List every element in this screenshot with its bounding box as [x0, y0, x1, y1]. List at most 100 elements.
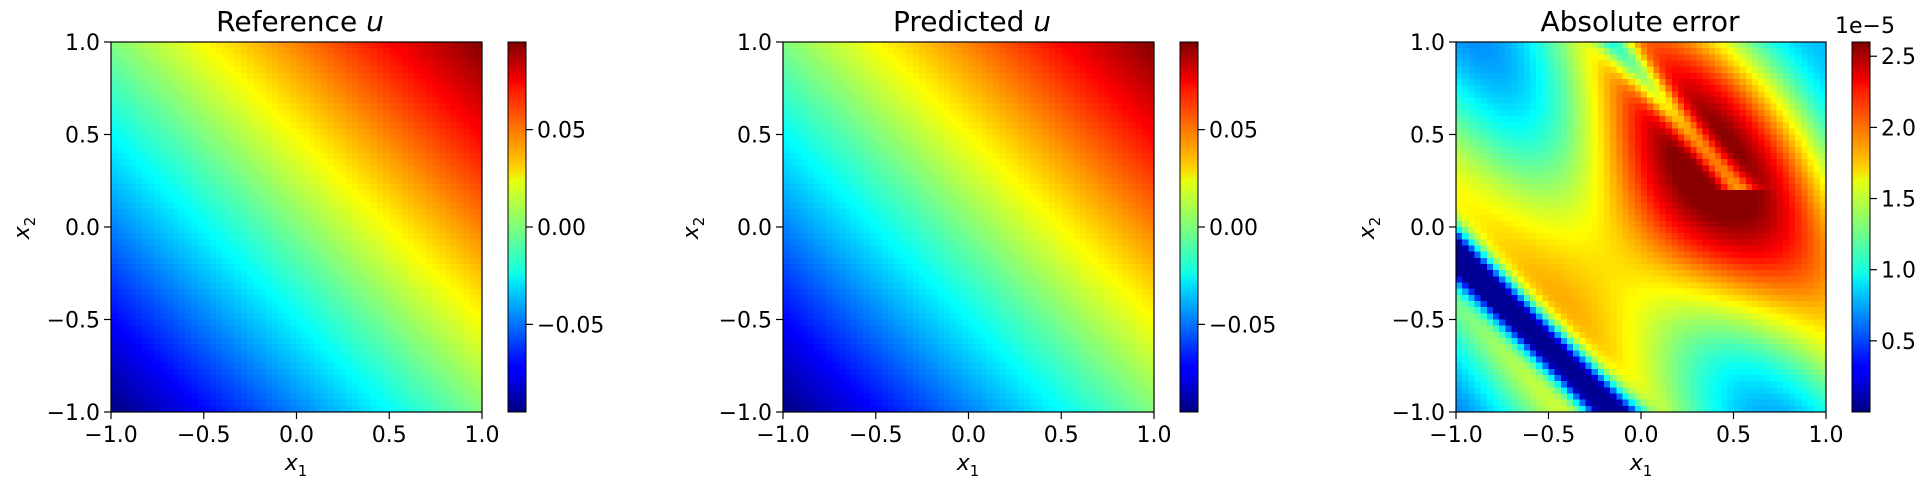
- heatmap-cell: [290, 405, 298, 413]
- heatmap-cell: [1067, 85, 1075, 92]
- heatmap-cell: [807, 146, 815, 154]
- heatmap-cell: [444, 356, 452, 364]
- heatmap-cell: [117, 245, 124, 253]
- heatmap-cell: [166, 146, 174, 154]
- heatmap-cell: [333, 387, 341, 395]
- heatmap-cell: [352, 282, 359, 290]
- heatmap-cell: [284, 177, 291, 185]
- heatmap-cell: [1141, 72, 1149, 80]
- heatmap-cell: [1135, 122, 1143, 129]
- heatmap-cell: [457, 66, 465, 74]
- heatmap-cell: [444, 350, 452, 358]
- heatmap-cell: [432, 165, 440, 173]
- heatmap-cell: [789, 146, 796, 154]
- heatmap-cell: [123, 85, 131, 92]
- colorbar-tick-label: 0.05: [537, 119, 586, 144]
- heatmap-cell: [253, 202, 260, 210]
- heatmap-cell: [1055, 128, 1062, 136]
- heatmap-cell: [789, 159, 796, 166]
- heatmap-cell: [383, 103, 390, 111]
- heatmap-cell: [327, 313, 335, 321]
- heatmap-cell: [1135, 48, 1143, 55]
- heatmap-cell: [290, 399, 298, 407]
- heatmap-cell: [376, 128, 384, 136]
- heatmap-cell: [247, 294, 254, 302]
- heatmap-cell: [185, 325, 192, 333]
- heatmap-cell: [469, 202, 477, 210]
- heatmap-cell: [234, 85, 242, 92]
- heatmap-cell: [222, 245, 230, 253]
- heatmap-cell: [912, 85, 920, 92]
- heatmap-cell: [247, 368, 254, 376]
- heatmap-cell: [179, 257, 186, 265]
- heatmap-cell: [401, 85, 409, 92]
- heatmap-cell: [1011, 171, 1019, 179]
- heatmap-cell: [240, 109, 248, 117]
- heatmap-cell: [795, 128, 803, 136]
- heatmap-cell: [1104, 134, 1112, 142]
- heatmap-cell: [172, 331, 180, 339]
- heatmap-cell: [259, 344, 267, 351]
- heatmap-cell: [345, 171, 353, 179]
- heatmap-cell: [395, 214, 403, 222]
- heatmap-cell: [980, 159, 988, 166]
- heatmap-cell: [906, 97, 914, 105]
- heatmap-cell: [413, 153, 421, 160]
- heatmap-cell: [1085, 165, 1093, 173]
- heatmap-cell: [111, 109, 118, 117]
- heatmap-cell: [141, 257, 149, 265]
- heatmap-cell: [179, 134, 186, 142]
- heatmap-cell: [265, 350, 273, 358]
- heatmap-cell: [352, 91, 359, 99]
- heatmap-cell: [352, 153, 359, 160]
- heatmap-cell: [919, 97, 926, 105]
- heatmap-cell: [389, 313, 397, 321]
- heatmap-cell: [166, 140, 174, 148]
- heatmap-cell: [820, 66, 827, 74]
- heatmap-cell: [203, 276, 211, 284]
- heatmap-cell: [1042, 97, 1050, 105]
- heatmap-cell: [308, 381, 316, 388]
- heatmap-cell: [172, 91, 180, 99]
- heatmap-cell: [123, 362, 131, 370]
- heatmap-cell: [413, 60, 421, 68]
- heatmap-cell: [117, 122, 124, 129]
- heatmap-cell: [413, 220, 421, 228]
- heatmap-cell: [111, 196, 118, 203]
- heatmap-cell: [179, 288, 186, 296]
- heatmap-cell: [166, 196, 174, 203]
- heatmap-cell: [1129, 134, 1137, 142]
- heatmap-cell: [844, 72, 852, 80]
- heatmap-cell: [376, 72, 384, 80]
- heatmap-cell: [1073, 91, 1081, 99]
- panel-reference: Reference u −1.0 −0.5 0.0 0.5 1.0 −1.0−0.50.…: [10, 5, 604, 480]
- heatmap-cell: [1147, 79, 1155, 86]
- heatmap-cell: [141, 375, 149, 382]
- heatmap-cell: [438, 251, 446, 259]
- heatmap-cell: [209, 97, 217, 105]
- heatmap-cell: [993, 128, 1001, 136]
- heatmap-cell: [197, 227, 205, 234]
- heatmap-cell: [154, 208, 162, 216]
- heatmap-cell: [469, 399, 477, 407]
- heatmap-cell: [463, 294, 471, 302]
- heatmap-cell: [111, 405, 118, 413]
- heatmap-cell: [894, 91, 902, 99]
- heatmap-cell: [383, 282, 390, 290]
- heatmap-cell: [321, 72, 329, 80]
- heatmap-cell: [290, 177, 298, 185]
- heatmap-cell: [197, 399, 205, 407]
- heatmap-cell: [123, 220, 131, 228]
- heatmap-cell: [345, 405, 353, 413]
- heatmap-cell: [123, 227, 131, 234]
- heatmap-cell: [129, 282, 137, 290]
- heatmap-cell: [857, 72, 864, 80]
- heatmap-cell: [185, 319, 192, 327]
- heatmap-cell: [444, 97, 452, 105]
- heatmap-cell: [228, 282, 236, 290]
- heatmap-cell: [247, 375, 254, 382]
- heatmap-cell: [123, 103, 131, 111]
- heatmap-cell: [123, 319, 131, 327]
- heatmap-cell: [370, 134, 378, 142]
- heatmap-cell: [123, 165, 131, 173]
